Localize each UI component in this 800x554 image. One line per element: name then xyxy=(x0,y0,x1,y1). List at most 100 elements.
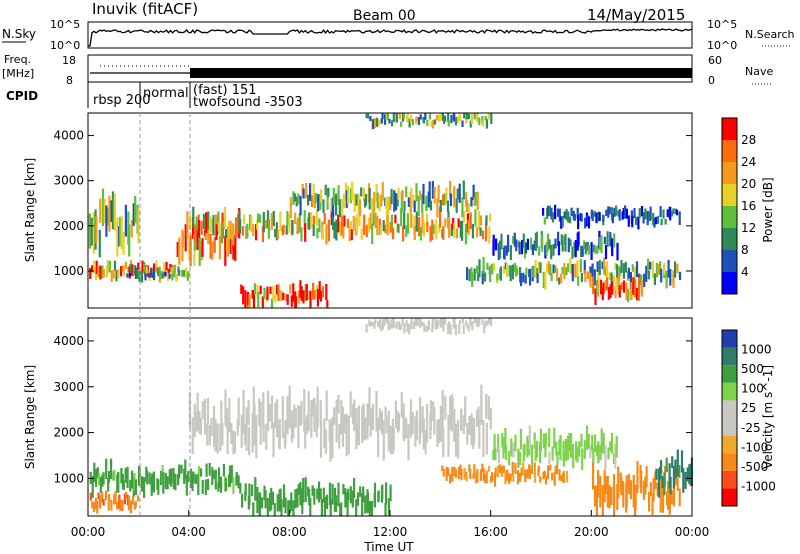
heatmap-cell xyxy=(136,270,139,279)
heatmap-cell xyxy=(655,468,658,480)
heatmap-cell xyxy=(580,273,583,283)
heatmap-cell xyxy=(660,470,663,495)
heatmap-cell xyxy=(157,267,160,275)
heatmap-cell xyxy=(485,221,488,242)
heatmap-cell xyxy=(567,211,570,223)
heatmap-cell xyxy=(509,265,512,282)
heatmap-cell xyxy=(358,209,361,227)
heatmap-cell xyxy=(256,219,259,230)
colorbar-tick-label: 25 xyxy=(741,401,756,415)
heatmap-cell xyxy=(321,286,324,298)
heatmap-cell xyxy=(171,273,174,281)
heatmap-cell xyxy=(235,217,238,238)
heatmap-cell xyxy=(143,264,146,274)
heatmap-cell xyxy=(485,422,488,455)
heatmap-cell xyxy=(319,488,322,500)
heatmap-cell xyxy=(594,288,597,305)
heatmap-cell xyxy=(554,204,557,220)
heatmap-cell xyxy=(316,227,319,239)
heatmap-cell xyxy=(519,472,522,482)
heatmap-cell xyxy=(124,261,127,269)
heatmap-cell xyxy=(123,265,126,277)
heatmap-cell xyxy=(444,115,447,122)
heatmap-cell xyxy=(442,322,445,332)
heatmap-cell xyxy=(615,205,618,216)
heatmap-cell xyxy=(360,187,363,197)
heatmap-cell xyxy=(645,265,648,282)
heatmap-cell xyxy=(291,219,294,235)
heatmap-cell xyxy=(292,191,295,205)
heatmap-cell xyxy=(242,286,245,305)
heatmap-cell xyxy=(270,487,273,510)
heatmap-cell xyxy=(429,200,433,211)
heatmap-cell xyxy=(345,413,348,457)
heatmap-cell xyxy=(476,113,479,123)
heatmap-cell xyxy=(407,424,410,461)
heatmap-cell xyxy=(414,416,417,447)
heatmap-cell xyxy=(328,482,331,506)
heatmap-cell xyxy=(365,194,368,206)
heatmap-cell xyxy=(433,407,436,435)
heatmap-cell xyxy=(512,442,515,458)
heatmap-cell xyxy=(397,223,400,233)
heatmap-cell xyxy=(545,242,548,256)
heatmap-cell xyxy=(392,428,395,452)
heatmap-cell xyxy=(578,441,581,457)
heatmap-cell xyxy=(214,419,217,452)
heatmap-cell xyxy=(431,318,434,328)
heatmap-cell xyxy=(580,246,583,257)
heatmap-cell xyxy=(224,235,227,266)
heatmap-cell xyxy=(394,214,397,224)
heatmap-cell xyxy=(500,233,503,250)
heatmap-cell xyxy=(436,419,439,447)
heatmap-cell xyxy=(96,500,99,514)
heatmap-cell xyxy=(520,467,523,476)
heatmap-cell xyxy=(397,187,400,200)
heatmap-cell xyxy=(337,395,340,414)
heatmap-cell xyxy=(530,444,534,469)
heatmap-cell xyxy=(668,488,671,515)
heatmap-cell xyxy=(177,474,180,486)
heatmap-cell xyxy=(611,213,614,224)
heatmap-cell xyxy=(607,447,610,460)
heatmap-cell xyxy=(343,414,346,434)
heatmap-cell xyxy=(602,432,605,455)
heatmap-cell xyxy=(576,260,579,278)
heatmap-cell xyxy=(218,235,221,260)
colorbar-swatch xyxy=(722,488,737,506)
heatmap-cell xyxy=(299,195,302,216)
heatmap-cell xyxy=(534,446,537,462)
heatmap-cell xyxy=(577,276,580,286)
heatmap-cell xyxy=(457,116,460,124)
heatmap-cell xyxy=(355,499,358,516)
heatmap-cell xyxy=(444,395,447,420)
heatmap-cell xyxy=(376,117,379,127)
heatmap-cell xyxy=(556,451,559,466)
heatmap-cell xyxy=(312,183,315,205)
heatmap-cell xyxy=(266,286,269,301)
heatmap-cell xyxy=(609,232,612,247)
heatmap-cell xyxy=(103,198,106,224)
heatmap-cell xyxy=(337,482,340,507)
power-y-ticks: 1000 2000 3000 4000 xyxy=(53,129,692,278)
heatmap-cell xyxy=(546,205,550,217)
heatmap-cell xyxy=(89,492,92,501)
heatmap-cell xyxy=(455,423,458,457)
heatmap-cell xyxy=(351,490,354,508)
heatmap-cell xyxy=(292,421,295,439)
heatmap-cell xyxy=(600,279,603,295)
heatmap-cell xyxy=(501,433,504,448)
heatmap-cell xyxy=(325,494,329,509)
colorbar-tick-label: -100 xyxy=(741,440,768,454)
heatmap-cell xyxy=(494,467,497,477)
heatmap-cell xyxy=(205,463,208,477)
heatmap-cell xyxy=(224,478,227,492)
colorbar-frame xyxy=(721,117,738,295)
heatmap-cell xyxy=(380,194,383,207)
heatmap-cell xyxy=(611,281,614,295)
heatmap-cell xyxy=(625,475,628,507)
heatmap-cell xyxy=(355,194,358,206)
heatmap-cell xyxy=(274,402,277,428)
heatmap-cell xyxy=(596,284,600,297)
heatmap-cell xyxy=(259,401,262,445)
